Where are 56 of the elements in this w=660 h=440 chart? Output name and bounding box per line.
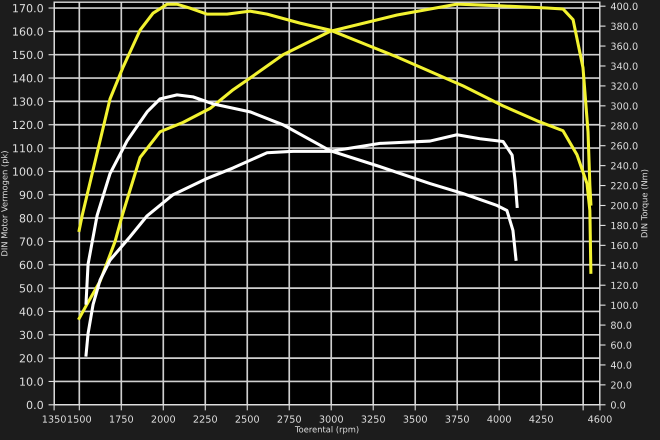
y2-tick-label: 240.0: [611, 162, 638, 170]
y2-tick-label: 260.0: [611, 142, 638, 150]
y-tick-label: 150.0: [13, 50, 43, 60]
x-tick-label: 2000: [152, 415, 176, 423]
y2-tick-label: 120.0: [611, 282, 638, 290]
y-tick-label: 40.0: [20, 307, 43, 316]
y-tick-label: 110.0: [13, 144, 43, 152]
y2-tick-label: 400.0: [610, 2, 638, 10]
y-tick-label: 100.0: [13, 167, 43, 176]
y2-tick-label: 60.0: [611, 341, 632, 349]
y2-tick-label: 220.0: [611, 182, 638, 190]
y2-tick-label: 300.0: [611, 102, 638, 110]
y-tick-label: 130.0: [13, 97, 43, 106]
y-tick-label: 160.0: [13, 27, 43, 36]
y2-tick-label: 340.0: [611, 62, 638, 70]
y-tick-label: 70.0: [20, 237, 43, 246]
x-tick-label: 4250: [529, 415, 553, 423]
y2-tick-label: 20.0: [611, 381, 632, 389]
y-tick-label: 10.0: [20, 377, 43, 386]
y2-tick-label: 40.0: [610, 361, 632, 369]
x-tick-label: 2750: [278, 415, 301, 423]
y-tick-label: 50.0: [20, 284, 43, 292]
y2-tick-label: 380.0: [611, 22, 638, 30]
y-tick-label: 0.0: [26, 400, 43, 410]
x-tick-label: 3250: [362, 415, 385, 423]
x-tick-label: 3750: [446, 415, 469, 423]
y2-tick-label: 180.0: [611, 222, 638, 230]
y-tick-label: 30.0: [20, 330, 43, 340]
x-tick-label: 1500: [68, 415, 92, 423]
y-tick-label: 170.0: [13, 4, 43, 12]
x-tick-label: 1350: [42, 415, 66, 423]
x-tick-label: 1750: [110, 415, 134, 423]
y2-tick-label: 200.0: [611, 202, 638, 210]
y2-tick-label: 100.0: [611, 302, 638, 309]
y2-tick-label: 80.0: [611, 322, 632, 329]
y2-tick-label: 320.0: [611, 82, 638, 90]
x-tick-label: 3000: [320, 415, 343, 423]
y-tick-label: 80.0: [20, 214, 43, 222]
x-tick-label: 2500: [236, 415, 259, 423]
y-tick-label: 90.0: [20, 190, 43, 200]
x-axis-title: Toerental (rpm): [294, 426, 358, 434]
y2-tick-label: 0.0: [611, 401, 626, 409]
y-tick-label: 120.0: [13, 120, 43, 130]
y-tick-label: 140.0: [13, 74, 43, 82]
y2-tick-label: 140.0: [611, 262, 638, 270]
y2-tick-label: 280.0: [611, 122, 638, 130]
y2-tick-label: 360.0: [611, 42, 638, 50]
x-tick-label: 4600: [588, 415, 612, 423]
y-tick-label: 60.0: [20, 260, 43, 270]
y-tick-label: 20.0: [20, 354, 43, 362]
y2-tick-label: 160.0: [611, 242, 638, 250]
y-axis-title: DIN Motor Vermogen (pk): [1, 151, 10, 256]
x-tick-label: 3500: [404, 415, 427, 423]
y2-axis-title: DIN Torque (Nm): [640, 170, 650, 238]
x-tick-label: 4000: [487, 415, 511, 423]
x-tick-label: 2250: [194, 415, 217, 423]
